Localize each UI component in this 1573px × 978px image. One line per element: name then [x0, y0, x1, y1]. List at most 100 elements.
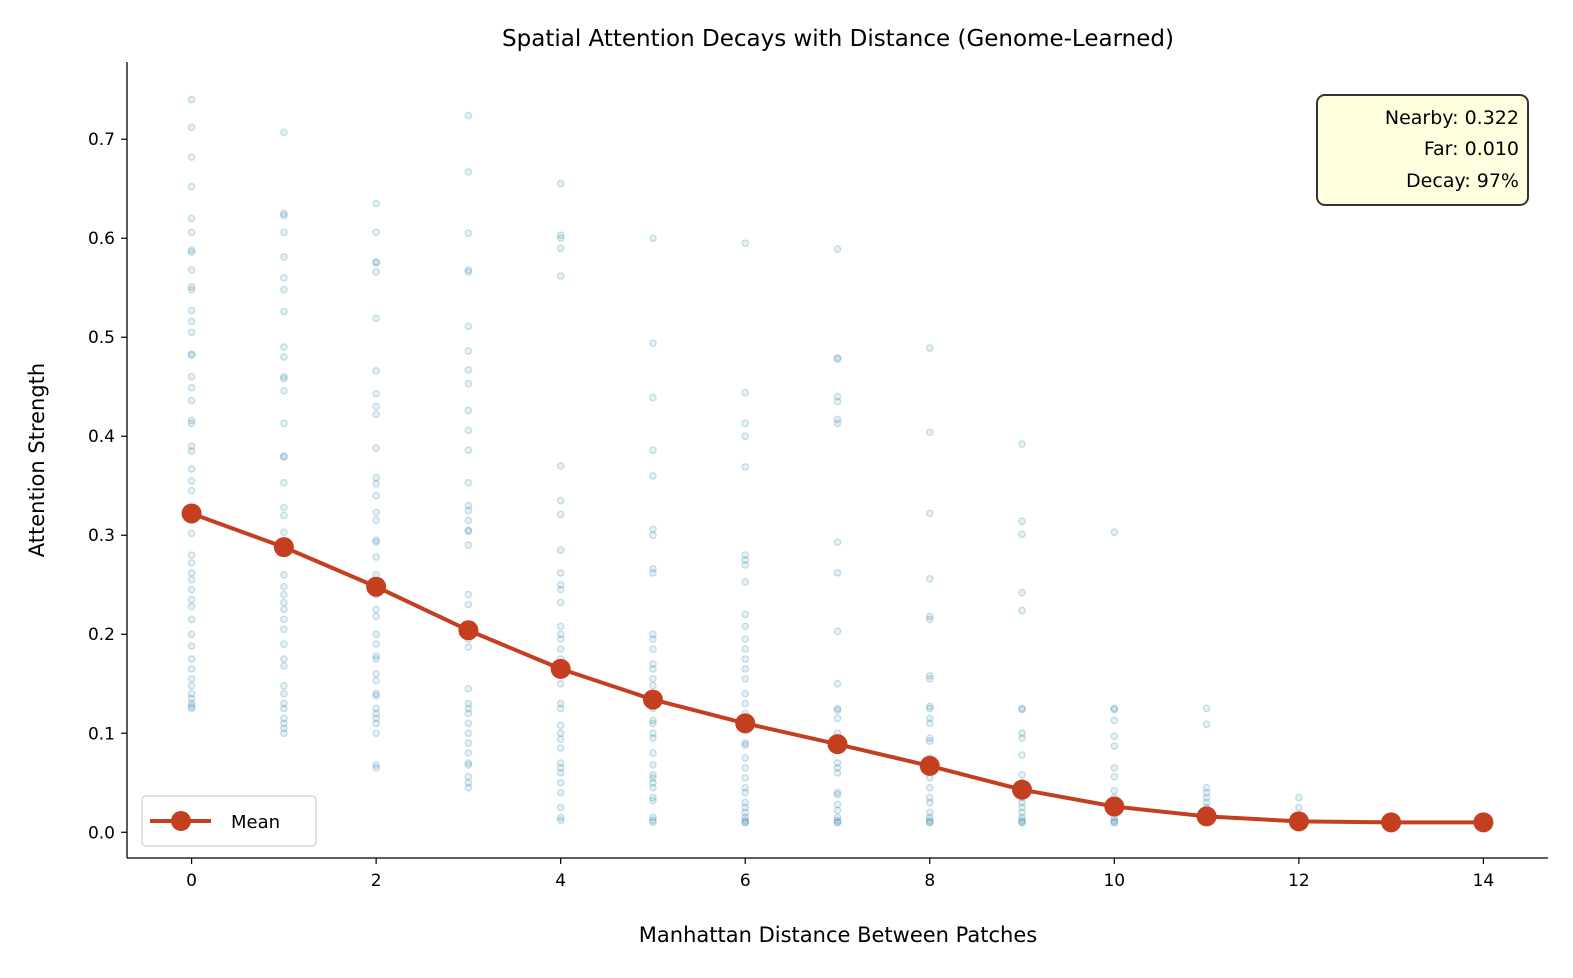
scatter-point: [649, 729, 657, 738]
scatter-point: [741, 645, 750, 653]
scatter-point: [372, 367, 380, 375]
scatter-point: [187, 123, 196, 132]
scatter-point: [187, 447, 196, 455]
scatter-point: [833, 679, 842, 688]
scatter-point: [187, 351, 196, 359]
scatter-point: [280, 582, 288, 591]
scatter-point: [925, 813, 934, 822]
y-tick-label: 0.2: [88, 625, 115, 645]
scatter-point: [833, 788, 842, 797]
scatter-point: [372, 268, 380, 276]
scatter-point: [741, 803, 750, 812]
scatter-point: [741, 739, 750, 748]
scatter-point: [833, 818, 842, 827]
scatter-point: [833, 397, 842, 406]
scatter-point: [464, 541, 473, 549]
scatter-point: [741, 754, 750, 762]
scatter-point: [280, 386, 288, 395]
mean-point: [550, 658, 571, 679]
scatter-point: [556, 622, 565, 631]
scatter-point: [187, 551, 196, 559]
scatter-point: [925, 783, 934, 792]
scatter-point: [1018, 770, 1026, 779]
scatter-point: [187, 595, 196, 604]
mean-point: [642, 689, 663, 710]
scatter-point: [1110, 705, 1119, 714]
scatter-point: [556, 244, 565, 252]
scatter-point: [187, 95, 196, 104]
scatter-point: [280, 704, 288, 713]
y-tick-label: 0.4: [88, 427, 115, 447]
scatter-point: [649, 569, 657, 577]
scatter-point: [464, 527, 473, 536]
scatter-point: [925, 798, 934, 807]
scatter-point: [280, 372, 288, 381]
scatter-point: [280, 625, 288, 634]
scatter-point: [925, 818, 934, 827]
scatter-point: [833, 419, 842, 428]
scatter-point: [925, 615, 934, 624]
scatter-point: [372, 640, 380, 648]
scatter-point: [464, 759, 473, 767]
scatter-point: [649, 813, 657, 822]
scatter-point: [187, 416, 196, 425]
scatter-point: [556, 179, 565, 188]
scatter-point: [280, 714, 288, 723]
scatter-point: [372, 691, 380, 700]
y-tick-label: 0.3: [88, 526, 115, 546]
scatter-point: [187, 575, 196, 584]
scatter-point: [280, 253, 288, 261]
scatter-point: [833, 816, 842, 825]
scatter-point: [833, 354, 842, 362]
mean-point: [1473, 812, 1494, 833]
scatter-layer: [187, 95, 1488, 827]
scatter-point: [741, 463, 750, 471]
scatter-point: [925, 509, 934, 518]
scatter-point: [833, 627, 842, 636]
scatter-point: [187, 419, 196, 428]
scatter-point: [187, 674, 196, 683]
scatter-point: [556, 744, 565, 752]
scatter-point: [280, 211, 288, 220]
scatter-point: [464, 719, 473, 728]
mean-series: [181, 503, 1494, 833]
scatter-point: [372, 714, 380, 723]
mean-point: [181, 503, 202, 524]
scatter-point: [741, 674, 750, 683]
scatter-point: [741, 788, 750, 797]
scatter-point: [372, 538, 380, 547]
scatter-point: [1018, 588, 1026, 597]
scatter-point: [556, 816, 565, 825]
scatter-point: [1018, 818, 1026, 827]
scatter-point: [741, 432, 750, 441]
scatter-point: [187, 569, 196, 577]
scatter-point: [1018, 816, 1026, 825]
scatter-point: [1110, 528, 1119, 537]
mean-point: [1381, 812, 1402, 833]
scatter-point: [280, 452, 288, 460]
scatter-point: [1018, 705, 1026, 714]
scatter-point: [649, 770, 657, 779]
scatter-point: [372, 508, 380, 517]
scatter-point: [649, 783, 657, 792]
mean-point: [273, 537, 294, 558]
x-tick-label: 10: [1103, 871, 1125, 891]
scatter-point: [280, 374, 288, 383]
scatter-point: [464, 322, 473, 331]
scatter-point: [464, 506, 473, 515]
scatter-point: [372, 536, 380, 545]
scatter-point: [372, 652, 380, 660]
scatter-point: [187, 665, 196, 673]
scatter-point: [649, 234, 657, 243]
y-tick-label: 0.5: [88, 328, 115, 348]
scatter-point: [187, 372, 196, 381]
scatter-point: [280, 273, 288, 282]
scatter-point: [464, 761, 473, 769]
scatter-point: [556, 272, 565, 280]
scatter-point: [464, 684, 473, 693]
scatter-point: [741, 556, 750, 564]
scatter-point: [556, 769, 565, 777]
scatter-point: [741, 699, 750, 708]
scatter-point: [556, 813, 565, 822]
mean-point: [1012, 779, 1033, 800]
